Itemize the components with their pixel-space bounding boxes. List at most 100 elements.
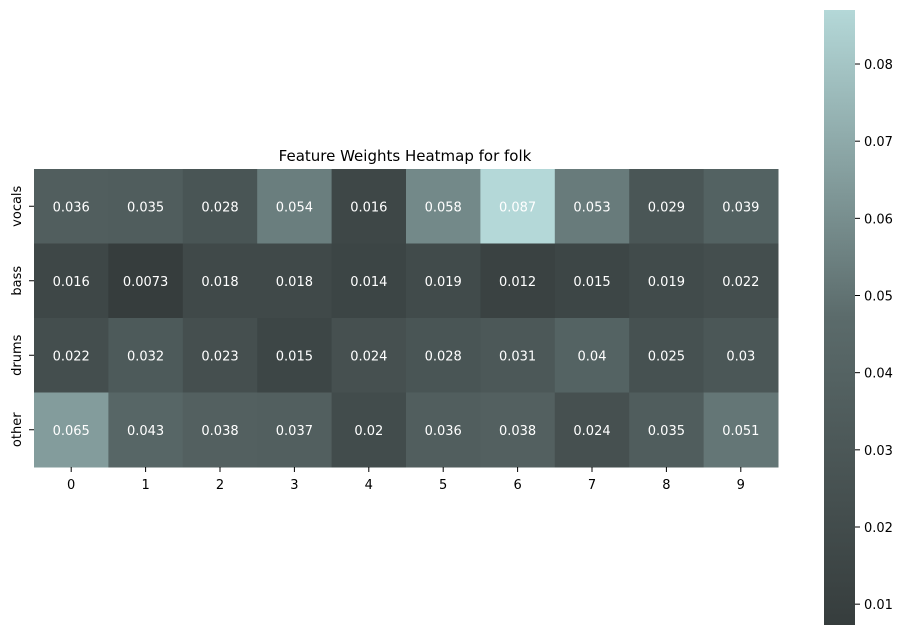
colorbar-tick-label: 0.04 (864, 367, 893, 382)
x-tick-label: 1 (141, 478, 149, 493)
cell-value-label: 0.015 (573, 275, 610, 290)
cell-value-label: 0.018 (201, 275, 238, 290)
colorbar-tick-label: 0.07 (864, 135, 893, 150)
heatmap-cell (34, 243, 109, 319)
heatmap-cell (182, 243, 258, 319)
cell-value-label: 0.012 (499, 275, 536, 290)
heatmap-cell (331, 169, 407, 244)
colorbar-tick-label: 0.02 (864, 521, 893, 536)
colorbar: 0.01 0.02 0.03 0.04 0.05 0.06 0.07 0.08 (824, 10, 893, 625)
heatmap-cell (554, 243, 630, 319)
heatmap-cell (257, 169, 333, 244)
heatmap-cell (257, 243, 333, 319)
heatmap-cell (34, 318, 109, 393)
chart-title: Feature Weights Heatmap for folk (279, 147, 532, 165)
x-tick-label: 7 (588, 478, 596, 493)
colorbar-tick-label: 0.05 (864, 290, 893, 305)
x-tick-label: 6 (513, 478, 521, 493)
y-axis: vocals bass drums other (10, 185, 34, 447)
cell-value-label: 0.03 (726, 349, 755, 364)
cell-value-label: 0.019 (648, 275, 685, 290)
colorbar-tick-label: 0.08 (864, 58, 893, 73)
cell-value-label: 0.035 (648, 424, 685, 439)
y-tick-label: other (10, 412, 25, 447)
heatmap-cell (629, 318, 705, 393)
cell-value-label: 0.029 (648, 200, 685, 215)
cell-value-label: 0.023 (201, 349, 238, 364)
heatmap-cell (108, 318, 184, 393)
heatmap-cell (406, 318, 481, 393)
cell-value-label: 0.028 (425, 349, 462, 364)
colorbar-gradient (824, 10, 855, 625)
x-tick-label: 2 (216, 478, 224, 493)
cell-value-label: 0.032 (127, 349, 164, 364)
cell-value-label: 0.038 (201, 424, 238, 439)
heatmap-cell (554, 392, 630, 468)
cell-value-label: 0.0073 (123, 275, 169, 290)
heatmap-cell (108, 243, 184, 319)
heatmap-cell (182, 318, 258, 393)
heatmap-cell (480, 318, 556, 393)
heatmap-cell (554, 318, 630, 393)
heatmap-cell (480, 243, 556, 319)
heatmap-cell (34, 392, 109, 468)
cell-value-label: 0.04 (578, 349, 607, 364)
cell-value-label: 0.019 (425, 275, 462, 290)
x-tick-label: 4 (365, 478, 373, 493)
colorbar-tick-label: 0.01 (864, 598, 893, 613)
x-tick-label: 3 (290, 478, 298, 493)
heatmap-cell (480, 169, 556, 244)
heatmap-cell (703, 243, 779, 319)
heatmap-cell (257, 318, 333, 393)
cell-value-label: 0.014 (350, 275, 387, 290)
cell-value-label: 0.037 (276, 424, 313, 439)
cell-value-label: 0.024 (350, 349, 387, 364)
cell-value-label: 0.039 (722, 200, 759, 215)
heatmap-cell (108, 169, 184, 244)
heatmap-cell (629, 392, 705, 468)
cell-value-label: 0.024 (573, 424, 610, 439)
cell-value-label: 0.038 (499, 424, 536, 439)
heatmap-cell (331, 392, 407, 468)
heatmap-cell (331, 318, 407, 393)
heatmap-cell (554, 169, 630, 244)
cell-value-label: 0.016 (350, 200, 387, 215)
cell-value-label: 0.015 (276, 349, 313, 364)
cell-value-label: 0.051 (722, 424, 759, 439)
heatmap-cell (629, 243, 705, 319)
x-tick-label: 8 (662, 478, 670, 493)
x-tick-label: 9 (737, 478, 745, 493)
heatmap-cell (406, 392, 481, 468)
cell-value-label: 0.054 (276, 200, 313, 215)
cell-value-label: 0.02 (354, 424, 383, 439)
heatmap-cell (703, 318, 779, 393)
cell-value-label: 0.031 (499, 349, 536, 364)
y-tick-label: vocals (10, 185, 25, 226)
colorbar-tick-label: 0.06 (864, 212, 893, 227)
heatmap-cell (257, 392, 333, 468)
cell-value-label: 0.022 (53, 349, 90, 364)
heatmap-cell (406, 169, 481, 244)
cell-value-label: 0.035 (127, 200, 164, 215)
cell-value-label: 0.018 (276, 275, 313, 290)
cell-value-label: 0.016 (53, 275, 90, 290)
heatmap-cell (629, 169, 705, 244)
cell-value-label: 0.036 (53, 200, 90, 215)
heatmap-cell (480, 392, 556, 468)
y-tick-label: drums (10, 334, 25, 375)
heatmap-cells (34, 169, 779, 468)
x-tick-label: 0 (67, 478, 75, 493)
cell-value-label: 0.022 (722, 275, 759, 290)
cell-value-label: 0.025 (648, 349, 685, 364)
heatmap-cell (34, 169, 109, 244)
colorbar-tick-label: 0.03 (864, 444, 893, 459)
heatmap-cell (108, 392, 184, 468)
heatmap-cell (703, 392, 779, 468)
heatmap-cell (331, 243, 407, 319)
cell-value-label: 0.087 (499, 200, 536, 215)
cell-value-label: 0.058 (425, 200, 462, 215)
heatmap-annotations: 0.036 0.035 0.028 0.054 0.016 0.058 0.087 0.053… (53, 200, 760, 439)
cell-value-label: 0.053 (573, 200, 610, 215)
cell-value-label: 0.065 (53, 424, 90, 439)
